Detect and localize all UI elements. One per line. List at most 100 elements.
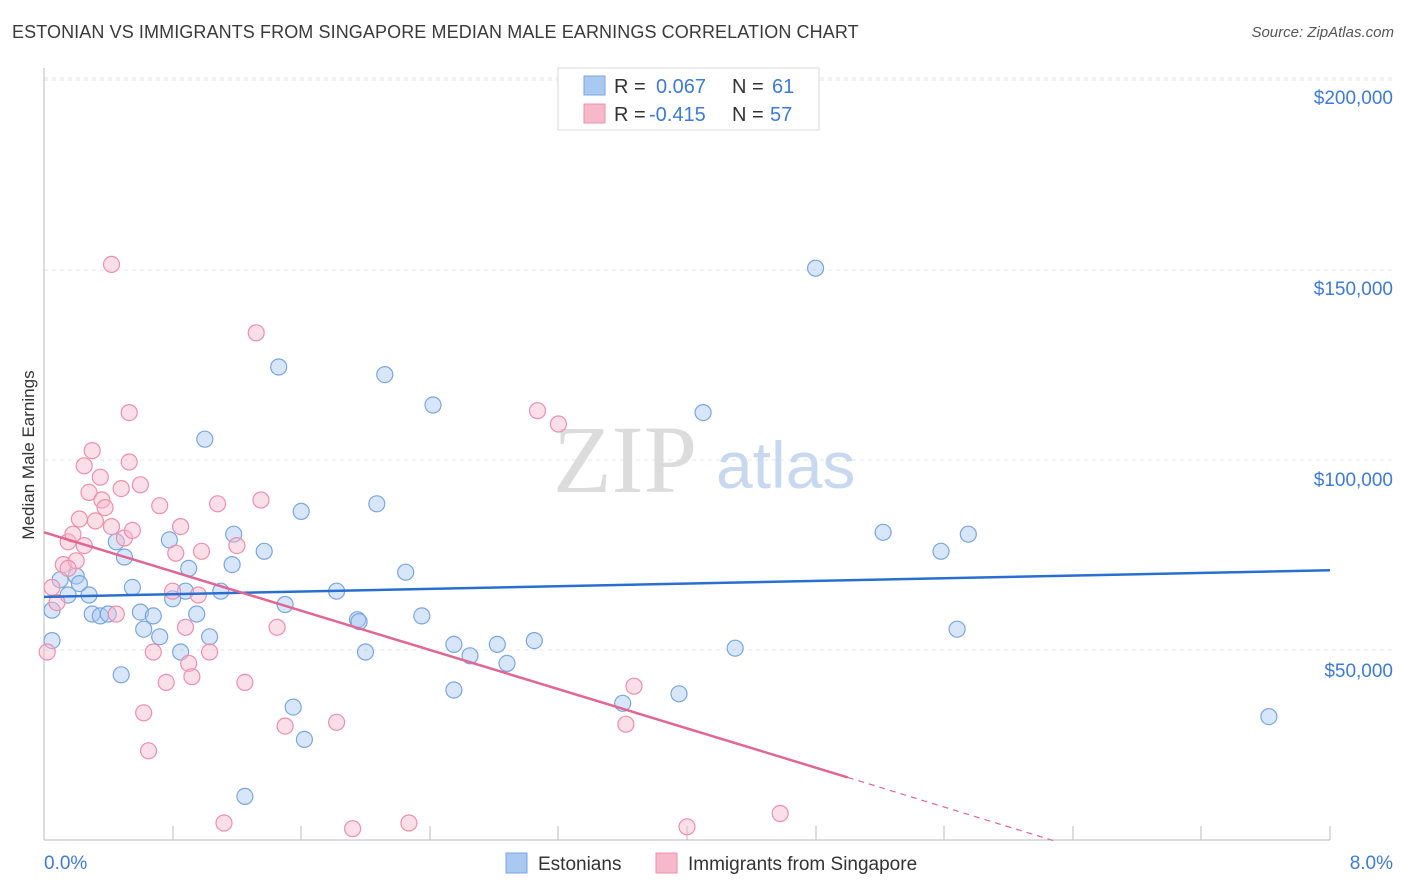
series-singapore-points [38,255,789,838]
singapore-data-point [236,673,254,692]
singapore-data-point [151,497,169,515]
y-tick-label-200000: $200,000 [1314,88,1393,109]
singapore-data-point [96,499,114,517]
estonians-data-point [151,628,169,646]
singapore-data-point [252,491,270,509]
estonians-data-point [70,574,89,593]
estonians-data-point [107,533,125,551]
singapore-data-point [276,717,294,735]
singapore-data-point [43,578,61,597]
estonians-data-point [726,639,744,657]
singapore-trend-line-extension [847,776,1059,843]
estonians-data-point [131,603,149,621]
watermark-zip: ZIP [553,406,697,513]
singapore-data-point [328,713,346,731]
series-estonians-points [43,259,1278,806]
singapore-data-point [86,512,105,530]
estonians-data-point [284,698,302,716]
singapore-data-point [164,582,182,600]
estonians-data-point [112,666,130,684]
watermark-atlas: atlas [716,428,855,502]
estonians-data-point [368,495,386,513]
singapore-data-point [678,818,696,836]
estonians-data-point [376,366,394,384]
estonians-data-point [932,542,950,560]
series-legend: Estonians Immigrants from Singapore [505,852,917,875]
y-tick-label-100000: $100,000 [1314,470,1393,491]
singapore-data-point [48,593,66,612]
estonians-trend-line [43,569,1331,599]
singapore-data-point [167,544,185,562]
singapore-data-point [123,521,141,540]
singapore-data-point [120,404,138,422]
singapore-data-point [344,820,362,838]
estonians-data-point [144,607,162,625]
singapore-data-point [139,742,158,760]
singapore-data-point [172,517,190,536]
estonians-data-point [445,681,463,699]
estonians-data-point [196,430,214,448]
singapore-data-point [131,476,149,494]
singapore-data-point [549,415,568,433]
estonians-data-point [948,620,966,638]
singapore-data-point [617,715,635,733]
x-tick-label-min: 0.0% [44,853,87,874]
singapore-data-point [91,468,109,486]
singapore-data-point [75,457,93,475]
estonians-data-point [292,502,310,520]
trend-lines [43,531,1331,843]
legend-n-label-2: N = [732,104,764,126]
source-credit: Source: ZipAtlas.com [1251,24,1394,41]
estonians-data-point [123,578,141,597]
x-tick-label-max: 8.0% [1350,853,1393,874]
estonians-data-point [236,787,254,806]
singapore-data-point [157,673,175,692]
singapore-data-point [176,618,195,636]
legend-r-value-2: -0.415 [649,104,706,126]
singapore-data-point [38,643,56,661]
estonians-data-point [488,635,506,654]
estonians-data-point [498,654,516,673]
singapore-data-point [209,495,227,513]
estonians-data-point [424,396,442,414]
estonians-data-point [255,542,273,560]
estonians-data-point [201,628,219,646]
singapore-data-point [70,510,89,528]
estonians-data-point [525,631,543,650]
singapore-data-point [135,704,153,722]
estonians-data-point [694,404,712,422]
y-tick-label-50000: $50,000 [1324,661,1393,682]
gridlines [44,77,1394,651]
estonians-data-point [1260,707,1278,726]
singapore-data-point [771,804,789,823]
singapore-data-point [247,324,265,342]
singapore-data-point [80,483,98,501]
legend-swatch-estonians [583,75,606,96]
estonians-data-point [295,730,313,749]
estonians-data-point [445,635,463,654]
singapore-data-point [107,605,125,623]
estonians-data-point [874,523,892,541]
singapore-data-point [192,542,211,560]
estonians-data-point [413,607,431,625]
singapore-data-point [120,453,138,471]
legend-swatch-singapore [583,103,606,124]
legend-r-label-2: R = [614,104,646,126]
singapore-data-point [144,643,162,661]
singapore-data-point [228,536,246,555]
singapore-data-point [102,255,121,273]
singapore-data-point [183,668,201,686]
legend-n-label-1: N = [732,76,764,98]
estonians-data-point [270,358,288,376]
y-tick-label-150000: $150,000 [1314,279,1393,300]
bottom-legend-label-estonians: Estonians [538,854,621,875]
singapore-data-point [528,402,547,420]
bottom-legend-swatch-estonians [505,852,528,874]
singapore-trend-line [43,531,849,779]
legend-n-value-2: 57 [770,104,792,126]
singapore-data-point [625,677,643,695]
estonians-data-point [397,563,415,581]
bottom-legend-swatch-singapore [655,852,678,874]
estonians-data-point [806,259,825,277]
